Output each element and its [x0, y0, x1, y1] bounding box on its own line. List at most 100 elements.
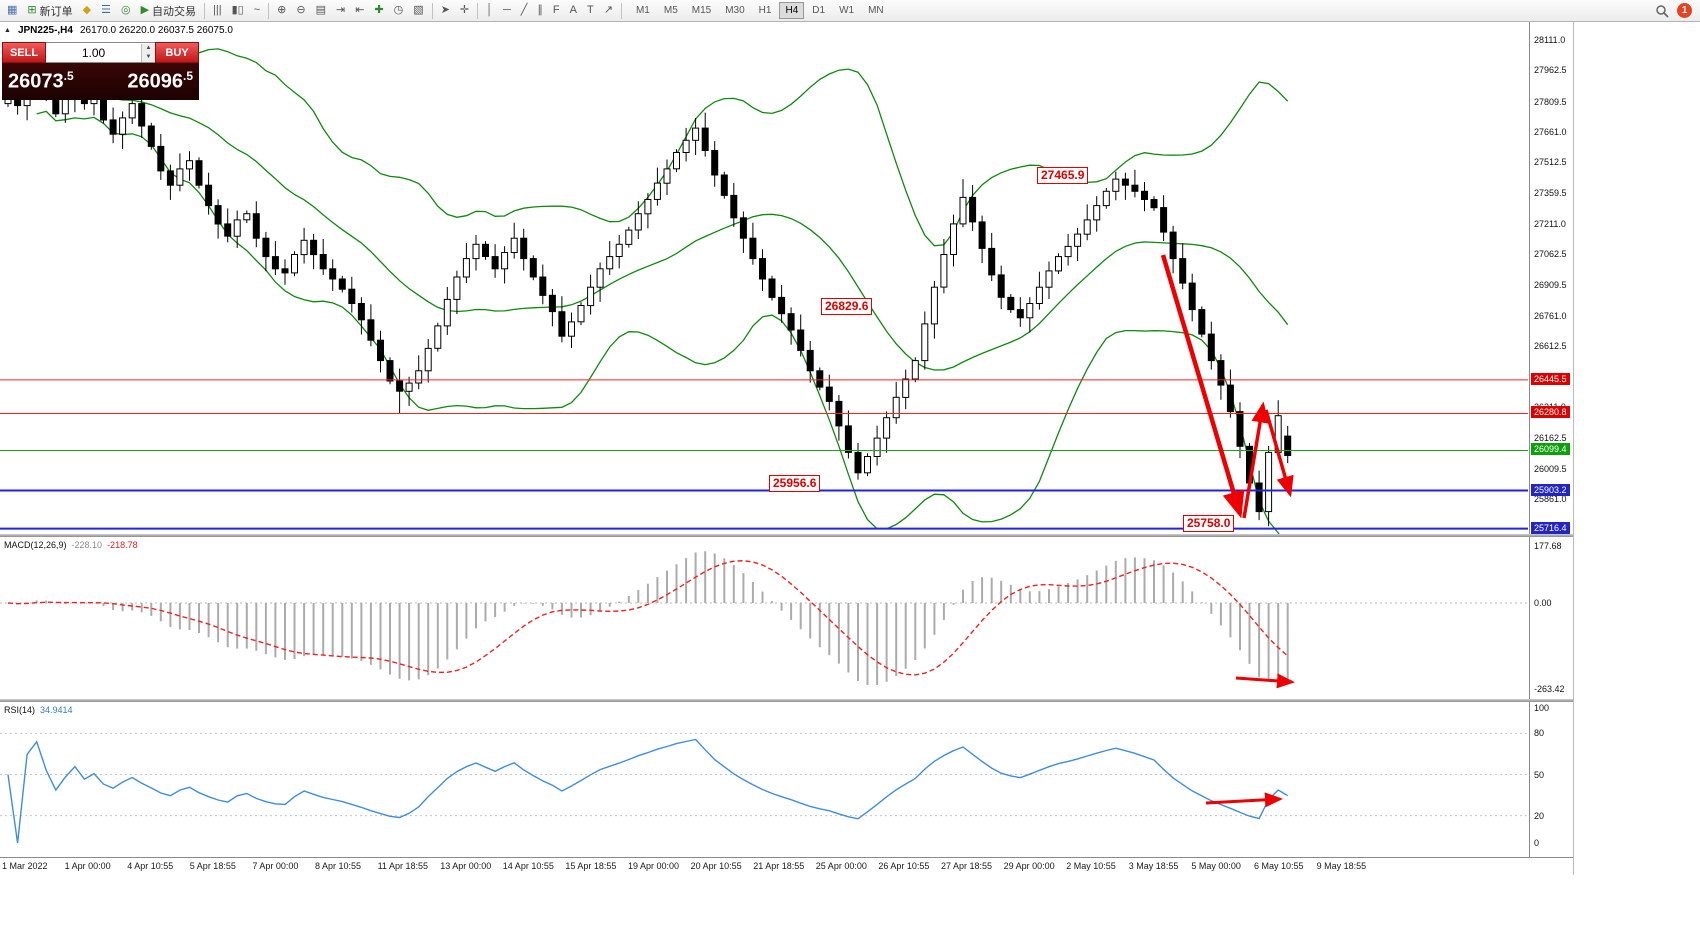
new-order-button[interactable]: ⊞ 新订单	[22, 0, 77, 21]
trendline-icon[interactable]: ╱	[516, 0, 533, 21]
price-callout[interactable]: 25758.0	[1183, 515, 1235, 532]
macd-pane: MACD(12,26,9) -228.10 -218.78 177.68 0.00…	[0, 537, 1573, 699]
chart-symbol-period: JPN225-,H4	[17, 25, 73, 36]
time-label: 27 Apr 18:55	[941, 861, 993, 871]
templates-icon[interactable]: ▧	[408, 0, 428, 21]
chart-window: 27465.9 26829.6 25956.6 25758.0 ▲ JPN225-,H…	[0, 22, 1574, 875]
tile-windows-icon[interactable]: ▤	[311, 0, 331, 21]
toolbar-groups: ▦ ⊞ 新订单 ◆ ☰ ◎ ▶ 自动交易 ||| ▮▯ ~ ⊕ ⊖ ▤ ⇥ ⇤ ✚ ◷ ▧ ➤ ✛ │ ─ ╱ ∥ F A T ↗	[2, 0, 618, 21]
volume-up-icon[interactable]: ▲	[142, 43, 155, 53]
timeframe-d1-button[interactable]: D1	[812, 5, 826, 16]
chart-shift-icon[interactable]: ⇤	[350, 0, 369, 21]
horizontal-line-icon: ─	[503, 4, 511, 16]
price-line-badge: 25716.4	[1531, 521, 1570, 534]
crosshair-icon[interactable]: ✛	[455, 0, 474, 21]
metaeditor-icon[interactable]: ◆	[78, 0, 96, 21]
time-label: 6 May 10:55	[1254, 861, 1304, 871]
timeframe-m1-button[interactable]: M1	[635, 5, 650, 16]
time-label: 25 Apr 00:00	[815, 861, 867, 871]
price-tick: 27211.0	[1534, 218, 1566, 229]
tile-windows-icon: ▤	[315, 4, 327, 16]
timeframe-w1-button[interactable]: W1	[839, 5, 855, 16]
auto-scroll-icon[interactable]: ⇥	[331, 0, 350, 21]
price-tick: 26909.5	[1534, 280, 1567, 291]
toolbar-separator	[204, 2, 206, 19]
text-icon[interactable]: A	[565, 0, 582, 21]
price-tick: 26612.5	[1534, 340, 1567, 351]
timeframe-m15-button[interactable]: M15	[691, 5, 712, 16]
market-watch-icon[interactable]: ☰	[96, 0, 116, 21]
zoom-out-icon[interactable]: ⊖	[291, 0, 310, 21]
bars-chart-icon[interactable]: |||	[208, 0, 227, 21]
periods-icon[interactable]: ◷	[389, 0, 409, 21]
notification-badge[interactable]: 1	[1677, 3, 1692, 18]
equidistant-channel-icon[interactable]: ∥	[532, 0, 548, 21]
candlestick-chart-icon[interactable]: ▮▯	[227, 0, 249, 21]
price-callout[interactable]: 26829.6	[821, 298, 873, 315]
volume-stepper[interactable]: ▲ ▼	[141, 43, 155, 62]
cursor-icon[interactable]: ➤	[436, 0, 455, 21]
autotrading-button[interactable]: ▶ 自动交易	[136, 0, 201, 21]
rsi-axis[interactable]: 100 80 50 20 0	[1529, 702, 1573, 857]
strategy-tester-icon[interactable]: ◎	[116, 0, 136, 21]
one-click-trading-panel: SELL ▲ ▼ BUY 26073.5 26096.5	[2, 42, 199, 100]
timeframe-mn-button[interactable]: MN	[868, 5, 884, 16]
zoom-in-icon[interactable]: ⊕	[272, 0, 291, 21]
price-callout[interactable]: 27465.9	[1037, 167, 1089, 184]
time-label: 14 Apr 10:55	[502, 861, 554, 871]
timeframe-h1-button[interactable]: H1	[758, 5, 772, 16]
time-label: 1 Mar 2022	[2, 861, 48, 871]
indicators-icon[interactable]: ✚	[369, 0, 388, 21]
macd-canvas[interactable]	[0, 537, 1528, 699]
horizontal-line-icon[interactable]: ─	[498, 0, 516, 21]
volume-down-icon[interactable]: ▼	[142, 52, 155, 62]
timeframe-m5-button[interactable]: M5	[663, 5, 678, 16]
toolbar-separator	[268, 2, 270, 19]
volume-input[interactable]	[46, 44, 141, 61]
pane-splitter[interactable]	[0, 534, 1573, 537]
time-label: 19 Apr 00:00	[628, 861, 680, 871]
price-axis[interactable]: 28111.0 27962.5 27809.5 27661.0 27512.5 27359…	[1529, 22, 1573, 534]
line-chart-icon[interactable]: ~	[249, 0, 265, 21]
timeframe-m30-button[interactable]: M30	[725, 5, 745, 16]
price-tick: 27809.5	[1534, 96, 1567, 107]
price-chart-canvas[interactable]	[0, 22, 1528, 534]
price-callout[interactable]: 25956.6	[769, 475, 821, 492]
vertical-line-icon: │	[486, 4, 493, 16]
chart-window-icon: ▦	[7, 4, 18, 16]
timeframe-h4-button[interactable]: H4	[779, 2, 805, 19]
macd-axis[interactable]: 177.68 0.00 -263.42	[1529, 537, 1573, 699]
time-axis[interactable]: 1 Mar 2022 1 Apr 00:00 4 Apr 10:55 5 Apr 18…	[0, 857, 1573, 875]
sell-button[interactable]: SELL	[2, 42, 46, 63]
search-icon[interactable]	[1655, 4, 1669, 18]
price-tick: 27359.5	[1534, 188, 1567, 199]
text-label-icon[interactable]: T	[582, 0, 599, 21]
templates-icon: ▧	[413, 4, 424, 16]
buy-button[interactable]: BUY	[155, 42, 199, 63]
arrows-icon[interactable]: ↗	[599, 0, 618, 21]
pane-splitter[interactable]	[0, 699, 1573, 702]
fibonacci-icon[interactable]: F	[548, 0, 565, 21]
market-watch-icon: ☰	[101, 4, 111, 16]
chart-window-icon[interactable]: ▦	[2, 0, 22, 21]
chart-symbol-icon: ▲	[4, 27, 11, 34]
time-label: 3 May 18:55	[1128, 861, 1179, 871]
time-label: 20 Apr 10:55	[690, 861, 742, 871]
rsi-tick: 80	[1534, 728, 1545, 739]
strategy-tester-icon: ◎	[120, 4, 131, 16]
rsi-canvas[interactable]	[0, 702, 1528, 857]
time-label: 1 Apr 00:00	[64, 861, 111, 871]
rsi-tick: 100	[1534, 703, 1550, 713]
price-line-badge: 26280.8	[1531, 406, 1570, 419]
price-tick: 27661.0	[1534, 126, 1567, 137]
price-tick: 26009.5	[1534, 463, 1567, 474]
timeframe-bar: M1 M5 M15 M30 H1 H4 D1 W1 MN	[629, 2, 891, 19]
chart-ohlc-values: 26170.0 26220.0 26037.5 26075.0	[79, 25, 233, 36]
indicators-icon: ✚	[374, 4, 384, 16]
volume-field: ▲ ▼	[46, 42, 155, 63]
rsi-tick: 20	[1534, 810, 1545, 821]
vertical-line-icon[interactable]: │	[481, 0, 498, 21]
line-chart-icon: ~	[253, 4, 261, 16]
autotrading-icon: ▶	[140, 4, 150, 16]
